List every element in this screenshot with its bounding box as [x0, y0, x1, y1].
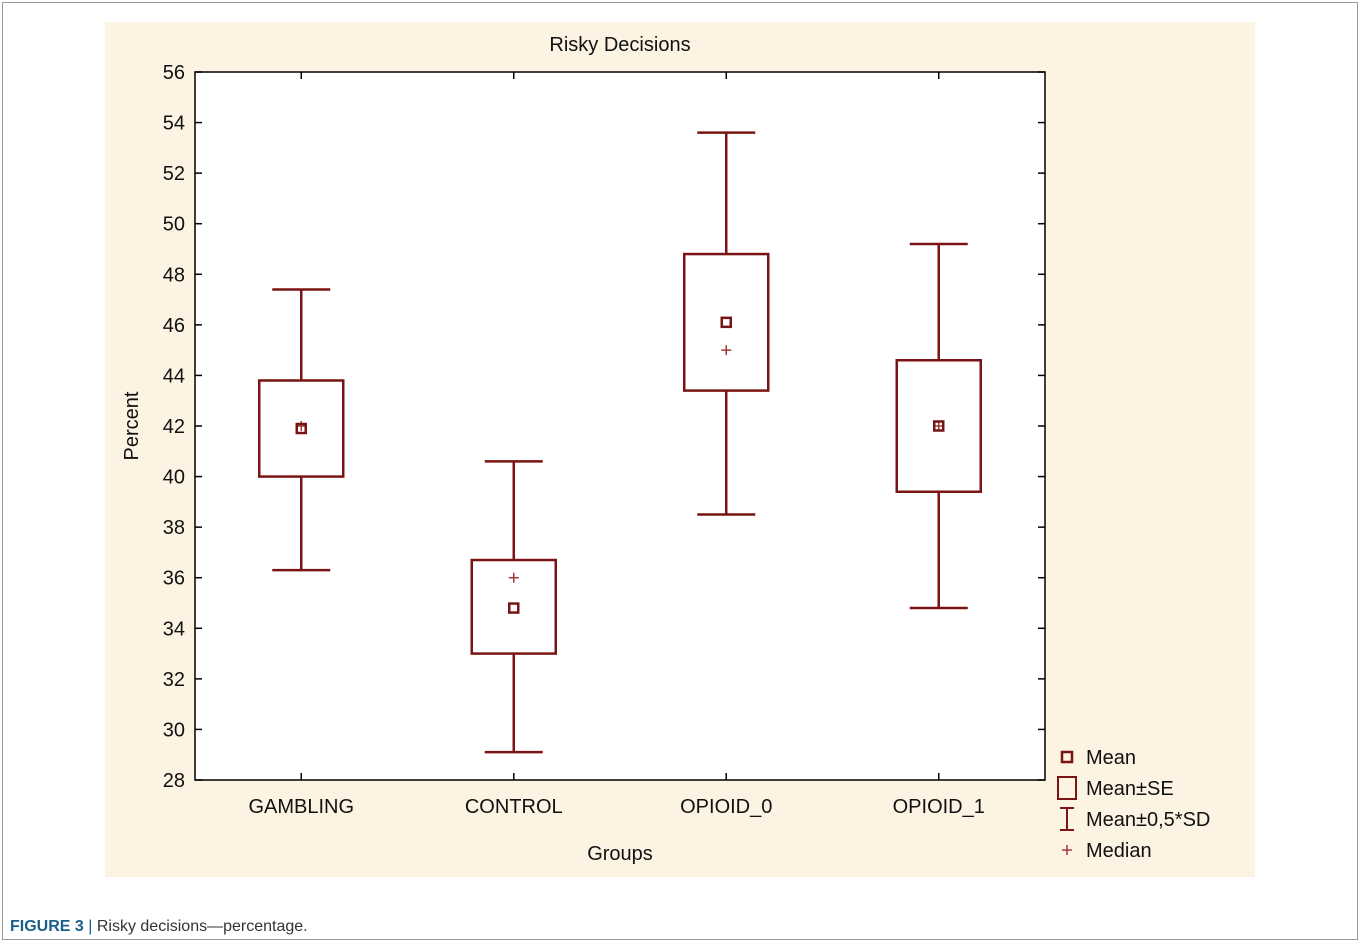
chart-title: Risky Decisions [549, 34, 690, 56]
y-tick-label: 46 [163, 315, 185, 337]
y-tick-label: 50 [163, 214, 185, 236]
x-axis: GAMBLING CONTROL OPIOID_0 OPIOID_1 [248, 72, 985, 818]
caption-text: Risky decisions—percentage. [96, 918, 308, 935]
mean-marker [508, 602, 520, 614]
y-tick-label: 30 [163, 719, 185, 741]
x-tick-label: CONTROL [465, 796, 563, 818]
y-tick-label: 56 [163, 62, 185, 84]
y-axis-label: Percent [121, 391, 143, 460]
box-control [470, 460, 557, 754]
x-tick-label: OPIOID_0 [680, 796, 772, 818]
y-tick-label: 52 [163, 163, 185, 185]
caption-separator: | [83, 918, 97, 935]
mean-marker [933, 420, 945, 432]
box-series [258, 131, 982, 754]
legend-mean-symbol [1060, 750, 1074, 764]
legend-item-label: Median [1086, 840, 1152, 862]
plot-area [194, 71, 1046, 781]
y-tick-label: 28 [163, 770, 185, 792]
se-box [470, 558, 557, 655]
caption-label: FIGURE 3 [10, 918, 84, 935]
legend-item-label: Mean [1086, 747, 1136, 769]
box-opioid-0 [683, 131, 770, 516]
y-tick-label: 38 [163, 517, 185, 539]
se-box [683, 252, 770, 392]
y-tick-label: 36 [163, 568, 185, 590]
box-gambling [258, 288, 345, 572]
se-box [258, 379, 345, 478]
legend: Mean Mean±SE Mean±0,5*SD Median [1057, 747, 1210, 862]
x-axis-label: Groups [587, 843, 653, 865]
mean-marker [295, 422, 307, 435]
y-tick-label: 40 [163, 467, 185, 489]
y-tick-label: 34 [163, 618, 185, 640]
box-opioid-1 [895, 242, 982, 610]
y-tick-label: 48 [163, 264, 185, 286]
legend-item-label: Mean±0,5*SD [1086, 809, 1210, 831]
se-box [895, 359, 982, 493]
x-tick-label: OPIOID_1 [893, 796, 985, 818]
x-tick-label: GAMBLING [248, 796, 354, 818]
y-tick-label: 32 [163, 669, 185, 691]
mean-marker [720, 316, 732, 329]
y-tick-label: 54 [163, 113, 185, 135]
figure-caption: FIGURE 3 | Risky decisions—percentage. [10, 918, 308, 936]
y-tick-label: 44 [163, 365, 185, 387]
legend-se-symbol [1057, 776, 1077, 800]
y-tick-label: 42 [163, 416, 185, 438]
y-axis: 28 30 32 34 36 38 40 42 44 46 48 50 52 54 56 [163, 62, 1045, 792]
legend-item-label: Mean±SE [1086, 778, 1174, 800]
